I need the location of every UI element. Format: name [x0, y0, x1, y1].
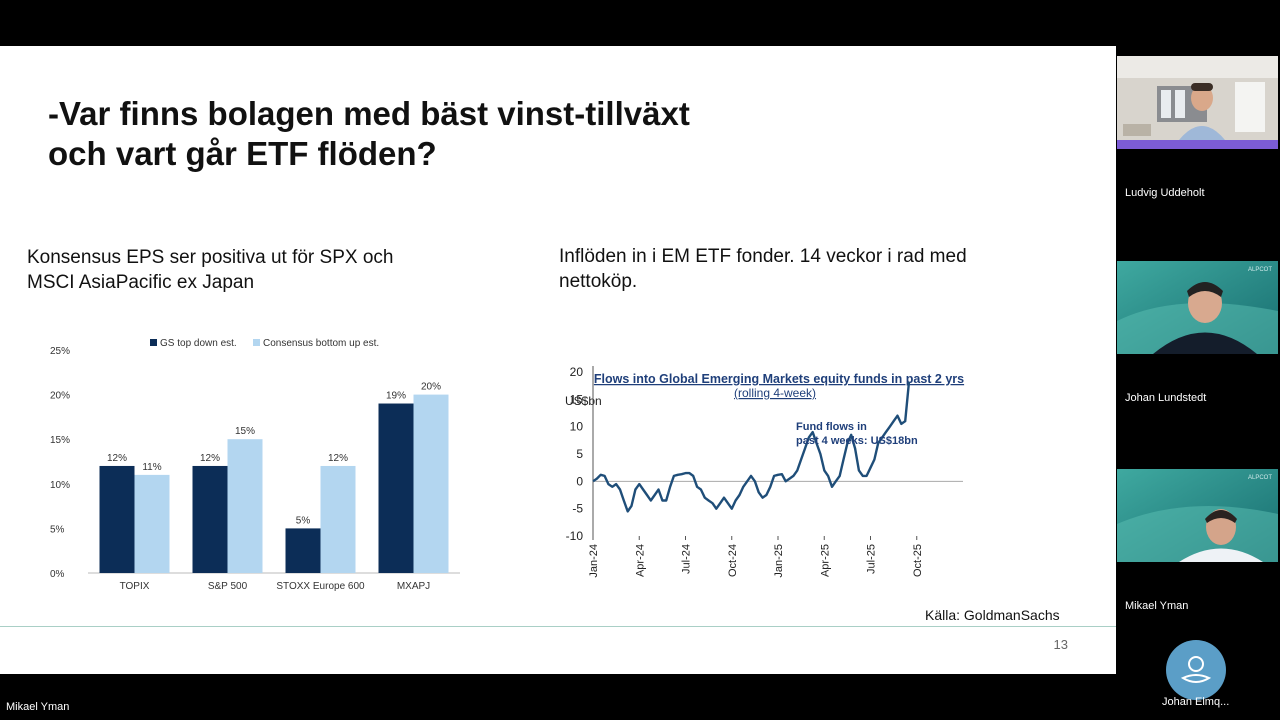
office-background-image	[1117, 56, 1278, 149]
left-subtitle-line-1: Konsensus EPS ser positiva ut för SPX oc…	[27, 247, 394, 268]
bar-data-label: 12%	[200, 453, 220, 464]
participant-video-3[interactable]: ALPCOT	[1117, 469, 1278, 562]
bar	[134, 474, 170, 573]
presenter-name: Mikael Yman	[6, 701, 70, 713]
bar-data-label: 11%	[142, 462, 161, 473]
bar-y-tick: 0%	[50, 569, 65, 580]
participant-2-image	[1117, 261, 1278, 354]
slide-title-line-1: -Var finns bolagen med bäst vinst-tillvä…	[48, 95, 690, 132]
line-y-tick: 5	[576, 447, 583, 461]
bar-data-label: 19%	[386, 391, 406, 402]
left-subtitle-line-2: MSCI AsiaPacific ex Japan	[27, 272, 255, 293]
bar-x-tick: TOPIX	[120, 581, 150, 592]
participant-video-1[interactable]	[1117, 56, 1278, 149]
bar-x-tick: STOXX Europe 600	[276, 581, 365, 592]
participant-name-2: Johan Lundstedt	[1125, 392, 1207, 404]
line-x-tick: Oct-25	[912, 544, 924, 577]
slide-title: -Var finns bolagen med bäst vinst-tillvä…	[48, 94, 690, 174]
line-x-tick: Apr-24	[634, 544, 646, 577]
bar-legend: GS top down est. Consensus bottom up est.	[150, 338, 379, 349]
right-subtitle-line-2: nettoköp.	[559, 271, 638, 292]
eps-bar-chart: 0% 5% 10% 15% 20% 25% GS top down est. Consensu…	[50, 338, 460, 592]
line-y-tick: -10	[566, 529, 584, 543]
slide-title-line-2: och vart går ETF flöden?	[48, 135, 437, 172]
bar	[413, 394, 449, 573]
bar-legend-swatch	[253, 339, 260, 346]
participant-name-1: Ludvig Uddeholt	[1125, 187, 1205, 199]
bar-data-label: 12%	[328, 453, 348, 464]
bar-data-label: 15%	[235, 426, 255, 437]
bar	[320, 465, 356, 573]
line-y-tick: 15	[570, 392, 584, 406]
participant-3-image	[1117, 469, 1278, 562]
participant-video-2[interactable]: ALPCOT	[1117, 261, 1278, 354]
bar-y-tick: 25%	[50, 346, 70, 357]
line-y-tick: 10	[570, 420, 584, 434]
line-y-tick: -5	[572, 502, 583, 516]
bar	[192, 465, 228, 573]
brand-tag-2: ALPCOT	[1247, 475, 1272, 481]
bar-data-label: 5%	[296, 515, 311, 526]
bar-data-label: 20%	[421, 382, 441, 393]
bar	[99, 465, 135, 573]
right-subtitle-line-1: Inflöden in i EM ETF fonder. 14 veckor i…	[559, 246, 967, 267]
bar-y-tick: 20%	[50, 391, 70, 402]
bar-legend-swatch	[150, 339, 157, 346]
user-icon	[1180, 656, 1212, 683]
bar-y-tick: 5%	[50, 524, 65, 535]
slide-footer-divider	[0, 626, 1116, 627]
em-flows-line-chart: Flows into Global Emerging Markets equit…	[565, 365, 964, 578]
line-chart-subtitle: (rolling 4-week)	[734, 386, 816, 400]
bar-legend-label: GS top down est.	[160, 338, 237, 349]
participant-name-4: Johan Elmq...	[1162, 696, 1230, 708]
em-flows-series-line	[592, 381, 911, 513]
line-x-tick: Jul-24	[681, 544, 693, 574]
bar	[378, 403, 414, 573]
participant-avatar[interactable]	[1166, 640, 1226, 700]
line-x-tick: Apr-25	[819, 544, 831, 577]
bar-x-tick: MXAPJ	[397, 581, 430, 592]
brand-tag-1: ALPCOT	[1247, 267, 1272, 273]
line-annotation-1: Fund flows in	[796, 421, 867, 433]
line-x-tick: Oct-24	[727, 544, 739, 577]
line-x-tick: Jan-24	[588, 544, 600, 578]
page-number: 13	[1053, 637, 1068, 652]
left-subtitle: Konsensus EPS ser positiva ut för SPX oc…	[27, 245, 393, 295]
bar-x-tick: S&P 500	[208, 581, 248, 592]
participant-name-3: Mikael Yman	[1125, 600, 1189, 612]
bar-y-tick: 10%	[50, 480, 70, 491]
source-label: Källa: GoldmanSachs	[925, 607, 1060, 623]
bar	[227, 439, 263, 573]
line-annotation-2: past 4 weeks: US$18bn	[796, 435, 918, 447]
line-y-tick: 20	[570, 365, 584, 379]
bar	[285, 528, 321, 573]
line-chart-title: Flows into Global Emerging Markets equit…	[594, 372, 964, 386]
line-x-tick: Jan-25	[773, 544, 785, 578]
bar-y-tick: 15%	[50, 435, 70, 446]
line-y-tick: 0	[576, 474, 583, 488]
bar-legend-label: Consensus bottom up est.	[263, 338, 379, 349]
line-x-tick: Jul-25	[866, 544, 878, 574]
right-subtitle: Inflöden in i EM ETF fonder. 14 veckor i…	[559, 244, 967, 294]
bar-data-label: 12%	[107, 453, 127, 464]
presentation-slide: -Var finns bolagen med bäst vinst-tillvä…	[0, 46, 1116, 674]
